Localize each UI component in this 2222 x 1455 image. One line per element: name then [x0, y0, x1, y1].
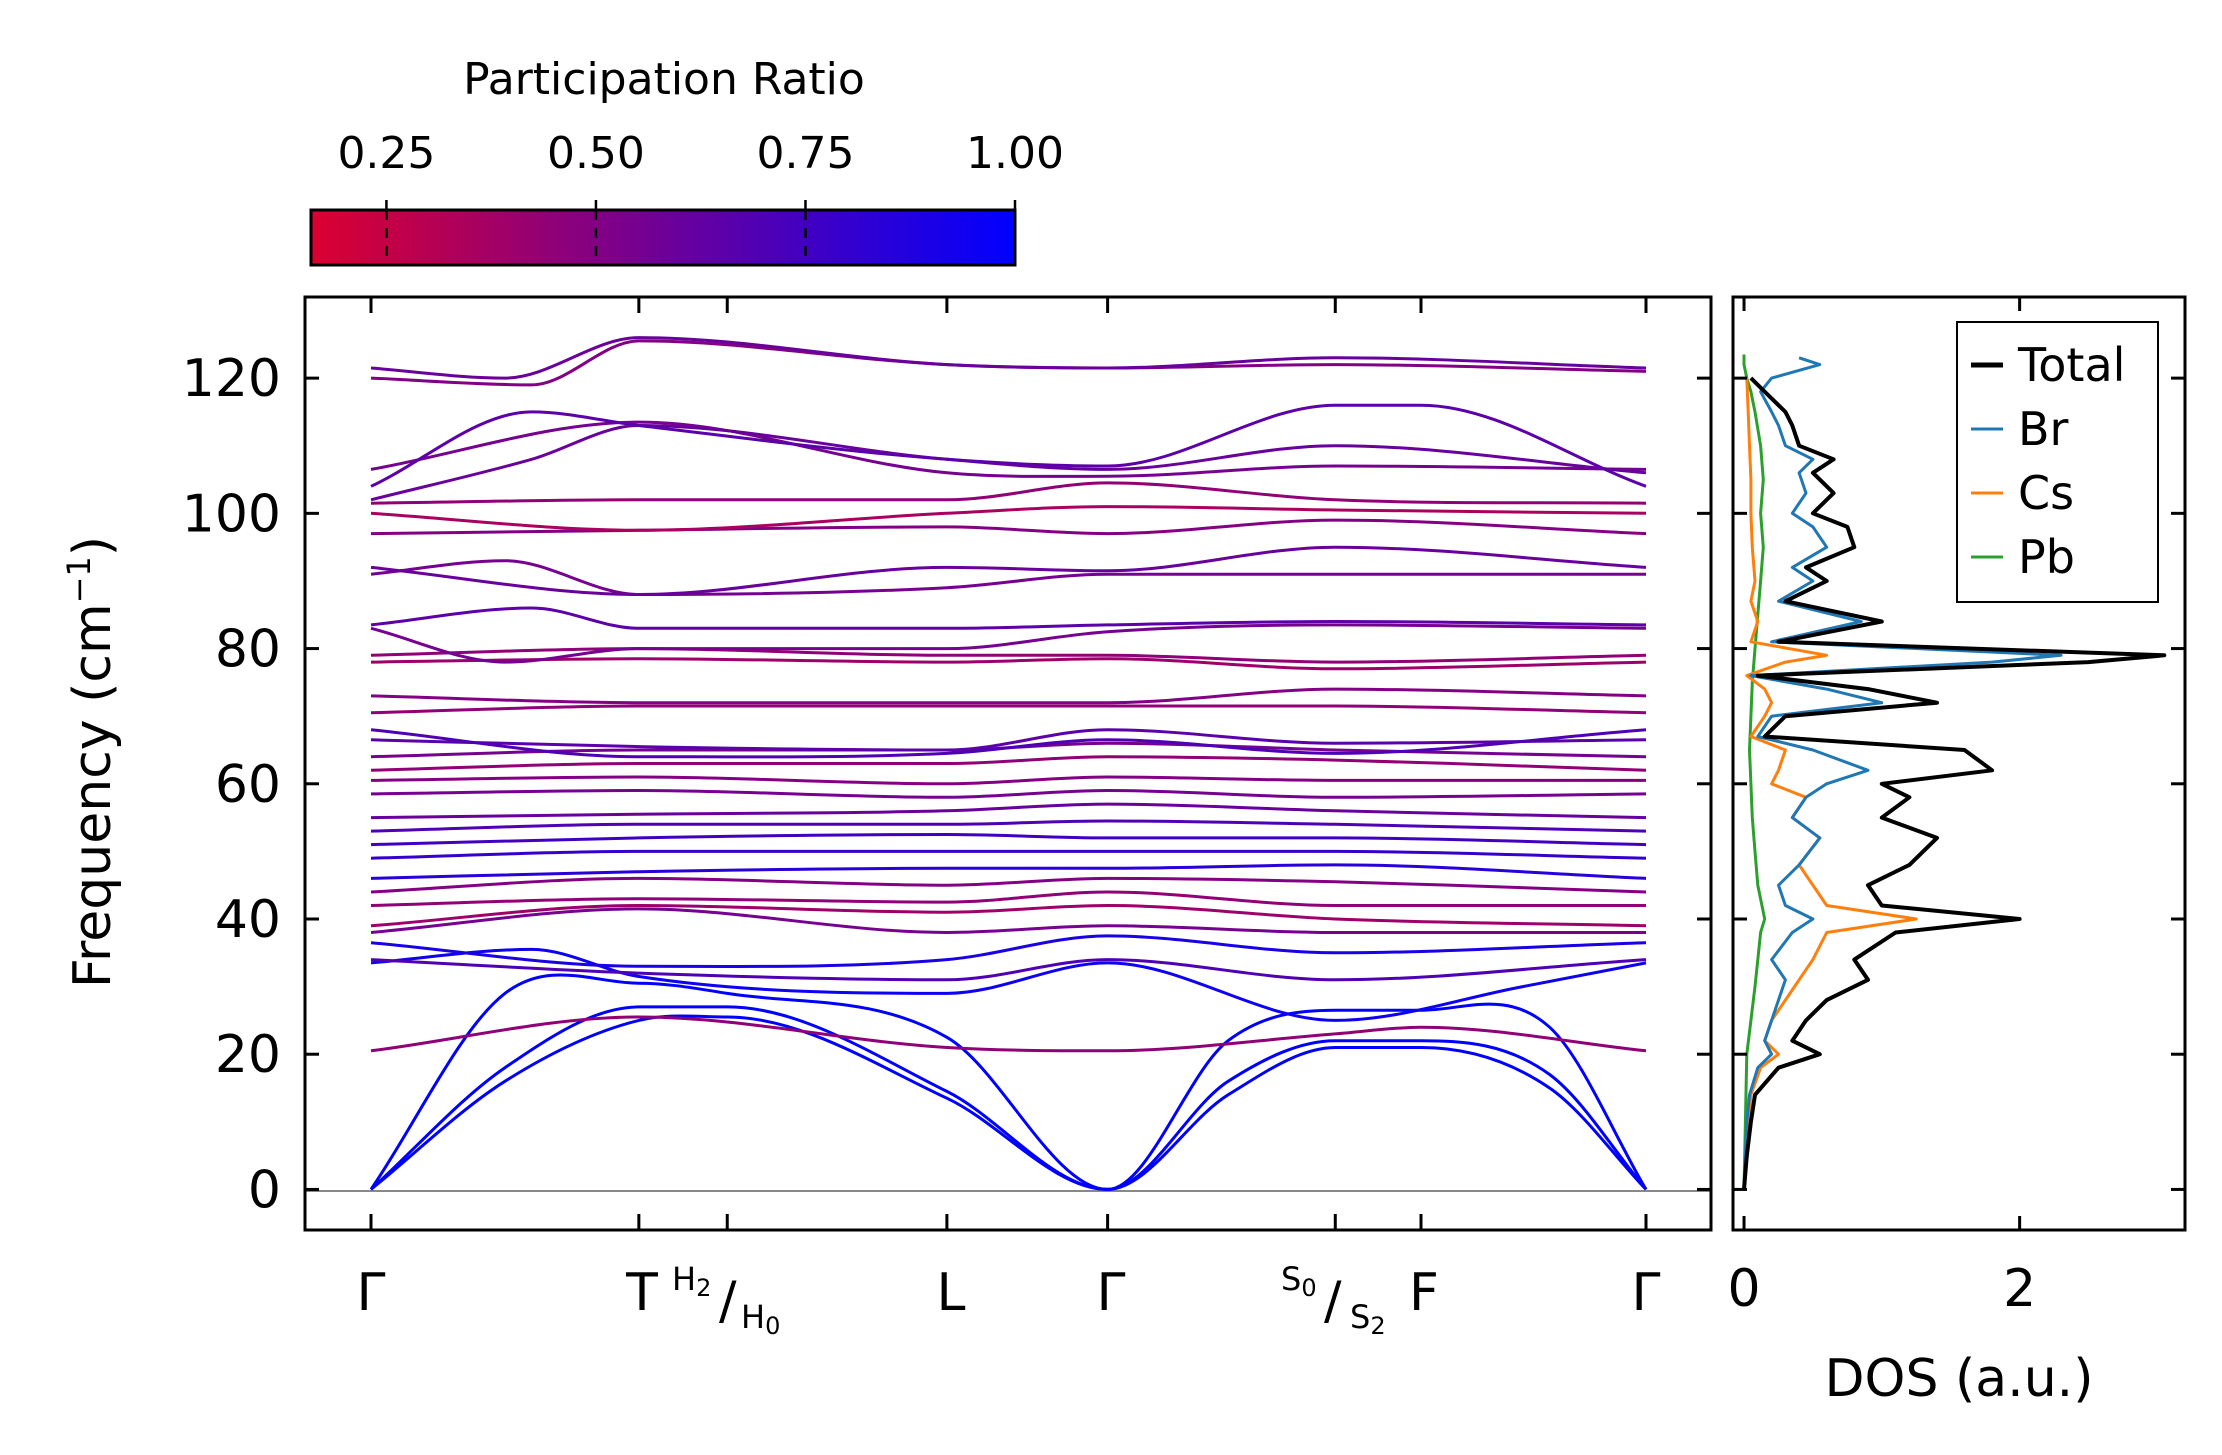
- band-ytick-label: 100: [182, 484, 281, 544]
- band-line-8: [370, 907, 1646, 935]
- x-label-l: L: [937, 1263, 966, 1323]
- band-line-24: [370, 687, 1647, 705]
- y-axis-label-text: Frequency (cm: [63, 603, 123, 988]
- x-label-gamma-1: Γ: [357, 1263, 386, 1323]
- x-label-s-bot: S2: [1350, 1298, 1386, 1340]
- band-line-26: [370, 647, 1647, 664]
- x-label-h-top-sub: 2: [696, 1274, 711, 1302]
- x-label-h-bot-sub: 0: [765, 1312, 780, 1340]
- band-line-13: [370, 849, 1647, 860]
- x-label-s-top-sub: 0: [1301, 1274, 1316, 1302]
- dos-legend: Total Br Cs Pb: [1956, 321, 2159, 603]
- band-line-6: [370, 958, 1647, 982]
- band-ytick-label: 0: [248, 1160, 281, 1220]
- band-line-5: [370, 947, 1647, 1022]
- band-y-ticks: 0 20 40 60 80 100 120: [182, 349, 1711, 1220]
- legend-items: Total Br Cs Pb: [1971, 338, 2125, 584]
- band-line-32: [370, 505, 1647, 532]
- dos-lines: [1742, 354, 2167, 1190]
- band-ytick-label: 80: [215, 620, 281, 680]
- colorbar-tick-label: 1.00: [966, 128, 1064, 179]
- band-line-4: [370, 1015, 1647, 1053]
- band-line-19: [370, 755, 1647, 772]
- band-line-36: [370, 403, 1647, 488]
- x-label-gamma-2: Γ: [1097, 1263, 1126, 1323]
- band-line-28: [370, 606, 1647, 630]
- x-label-f: F: [1409, 1263, 1439, 1323]
- dos-line-total: [1742, 376, 2167, 1190]
- x-label-h-bot-letter: H: [741, 1298, 765, 1336]
- x-label-s-bot-sub: 2: [1370, 1312, 1385, 1340]
- x-label-s0-s2: S0 / S2: [1281, 1260, 1386, 1340]
- x-label-h-top-letter: H: [672, 1260, 696, 1298]
- x-label-h2-h0: H2 / H0: [672, 1260, 780, 1340]
- band-line-15: [370, 819, 1647, 833]
- band-line-16: [370, 802, 1647, 820]
- x-label-slash-s: /: [1324, 1271, 1342, 1331]
- y-axis-label-close: ): [63, 536, 123, 556]
- colorbar-gradient: [309, 208, 1017, 267]
- colorbar: Participation Ratio 0.25 0.50 0.75 1.00: [309, 54, 1064, 267]
- band-line-29: [370, 559, 1646, 597]
- dos-line-pb: [1742, 354, 1767, 1190]
- colorbar-ticks: 0.25 0.50 0.75 1.00: [337, 128, 1064, 265]
- band-line-30: [370, 545, 1647, 597]
- legend-frame: [1956, 321, 2159, 603]
- band-line-38: [370, 336, 1647, 380]
- band-ytick-label: 120: [182, 349, 281, 409]
- x-label-slash-h: /: [719, 1271, 737, 1331]
- band-line-25: [370, 657, 1647, 671]
- band-line-2: [369, 1005, 1648, 1191]
- y-axis-label-superscript: −1: [60, 556, 98, 603]
- band-ytick-label: 60: [215, 755, 281, 815]
- colorbar-tick-label: 0.50: [547, 128, 645, 179]
- band-line-34: [370, 420, 1647, 478]
- band-line-9: [370, 903, 1647, 928]
- x-label-s-top-letter: S: [1281, 1260, 1301, 1298]
- band-line-22: [370, 728, 1647, 759]
- y-axis-label: Frequency (cm−1): [60, 536, 123, 988]
- band-ytick-label: 40: [215, 890, 281, 950]
- band-axes-frame: [303, 295, 1713, 1232]
- colorbar-title: Participation Ratio: [463, 54, 865, 105]
- dos-line-br: [1742, 356, 2063, 1190]
- dos-x-axis-label: DOS (a.u.): [1825, 1349, 2094, 1409]
- band-line-33: [370, 481, 1647, 505]
- band-line-3: [369, 973, 1648, 1191]
- dos-y-ticks: [1733, 376, 2185, 1191]
- band-line-21: [370, 728, 1647, 752]
- band-x-ticks: [369, 297, 1648, 1230]
- colorbar-tick-label: 0.75: [756, 128, 854, 179]
- band-line-23: [370, 704, 1647, 715]
- x-label-h-bot: H0: [741, 1298, 780, 1340]
- legend-label-br: Br: [2018, 402, 2069, 456]
- band-lines: [369, 336, 1648, 1191]
- colorbar-tick-label: 0.25: [337, 128, 435, 179]
- x-label-gamma-3: Γ: [1632, 1263, 1661, 1323]
- legend-label-total: Total: [2017, 338, 2125, 392]
- band-line-10: [370, 890, 1646, 908]
- x-label-t: T: [625, 1263, 658, 1323]
- band-line-7: [370, 934, 1647, 968]
- legend-label-pb: Pb: [2018, 530, 2075, 584]
- band-line-12: [370, 863, 1647, 880]
- band-line-27: [370, 623, 1647, 664]
- x-label-s-bot-letter: S: [1350, 1298, 1370, 1336]
- x-label-s-top: S0: [1281, 1260, 1317, 1302]
- band-line-18: [370, 775, 1646, 786]
- band-line-11: [370, 876, 1647, 894]
- band-line-14: [370, 832, 1647, 847]
- band-line-17: [370, 788, 1647, 799]
- band-ytick-label: 20: [215, 1025, 281, 1085]
- dos-axes-frame: [1731, 295, 2187, 1232]
- dos-xtick-label: 0: [1727, 1259, 1760, 1319]
- dos-xtick-label: 2: [2003, 1259, 2036, 1319]
- legend-label-cs: Cs: [2018, 466, 2074, 520]
- x-label-h-top: H2: [672, 1260, 711, 1302]
